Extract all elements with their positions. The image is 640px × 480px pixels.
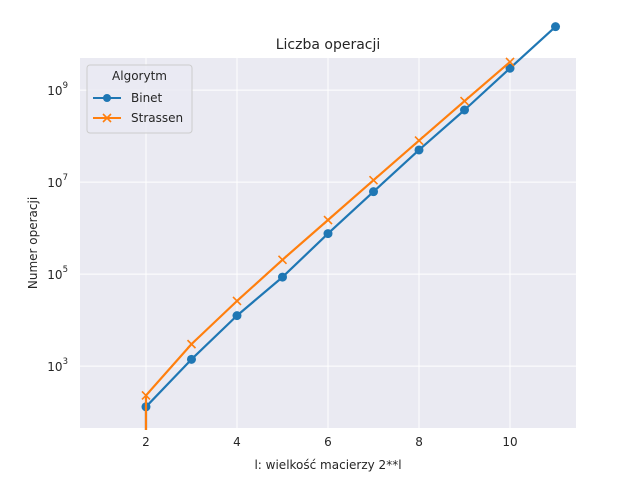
data-point-binet	[277, 272, 287, 282]
tick-labels: 2 4 6 8 10 103 105 107 109	[47, 81, 517, 449]
data-point-binet	[414, 145, 424, 155]
x-tick-label: 4	[233, 435, 241, 449]
data-point-binet	[505, 63, 515, 73]
y-tick-label: 109	[47, 81, 68, 98]
series-layer	[141, 22, 561, 430]
data-point-strassen	[186, 339, 197, 349]
data-point-strassen	[414, 136, 424, 146]
data-point-strassen	[368, 175, 379, 185]
data-point-binet	[186, 354, 196, 364]
x-tick-label: 6	[324, 435, 332, 449]
x-axis-title: l: wielkość macierzy 2**l	[254, 458, 401, 472]
legend-title: Algorytm	[112, 69, 167, 83]
data-point-strassen	[459, 96, 470, 106]
legend: Algorytm Binet Strassen	[86, 64, 193, 134]
legend-label-strassen: Strassen	[131, 111, 183, 125]
y-tick-label: 105	[47, 265, 68, 282]
data-point-strassen	[323, 215, 333, 225]
x-tick-label: 2	[142, 435, 150, 449]
y-tick-label: 103	[47, 357, 68, 374]
y-axis-title: Numer operacji	[26, 197, 40, 289]
legend-marker-strassen	[102, 113, 112, 123]
legend-marker-binet	[103, 94, 111, 102]
data-point-binet	[232, 311, 242, 321]
data-point-strassen	[277, 255, 288, 265]
data-point-strassen	[141, 390, 151, 400]
data-point-binet	[369, 187, 379, 197]
data-point-strassen	[505, 57, 515, 67]
x-tick-label: 8	[415, 435, 423, 449]
y-tick-label: 107	[47, 173, 68, 190]
legend-label-binet: Binet	[131, 91, 163, 105]
data-point-binet	[323, 229, 333, 239]
chart-title: Liczba operacji	[276, 37, 381, 53]
legend-box	[86, 64, 193, 134]
data-point-strassen	[232, 296, 242, 306]
series-line-strassen	[144, 61, 511, 430]
x-tick-label: 10	[502, 435, 517, 449]
data-point-binet	[460, 105, 470, 115]
data-point-binet	[551, 22, 561, 32]
